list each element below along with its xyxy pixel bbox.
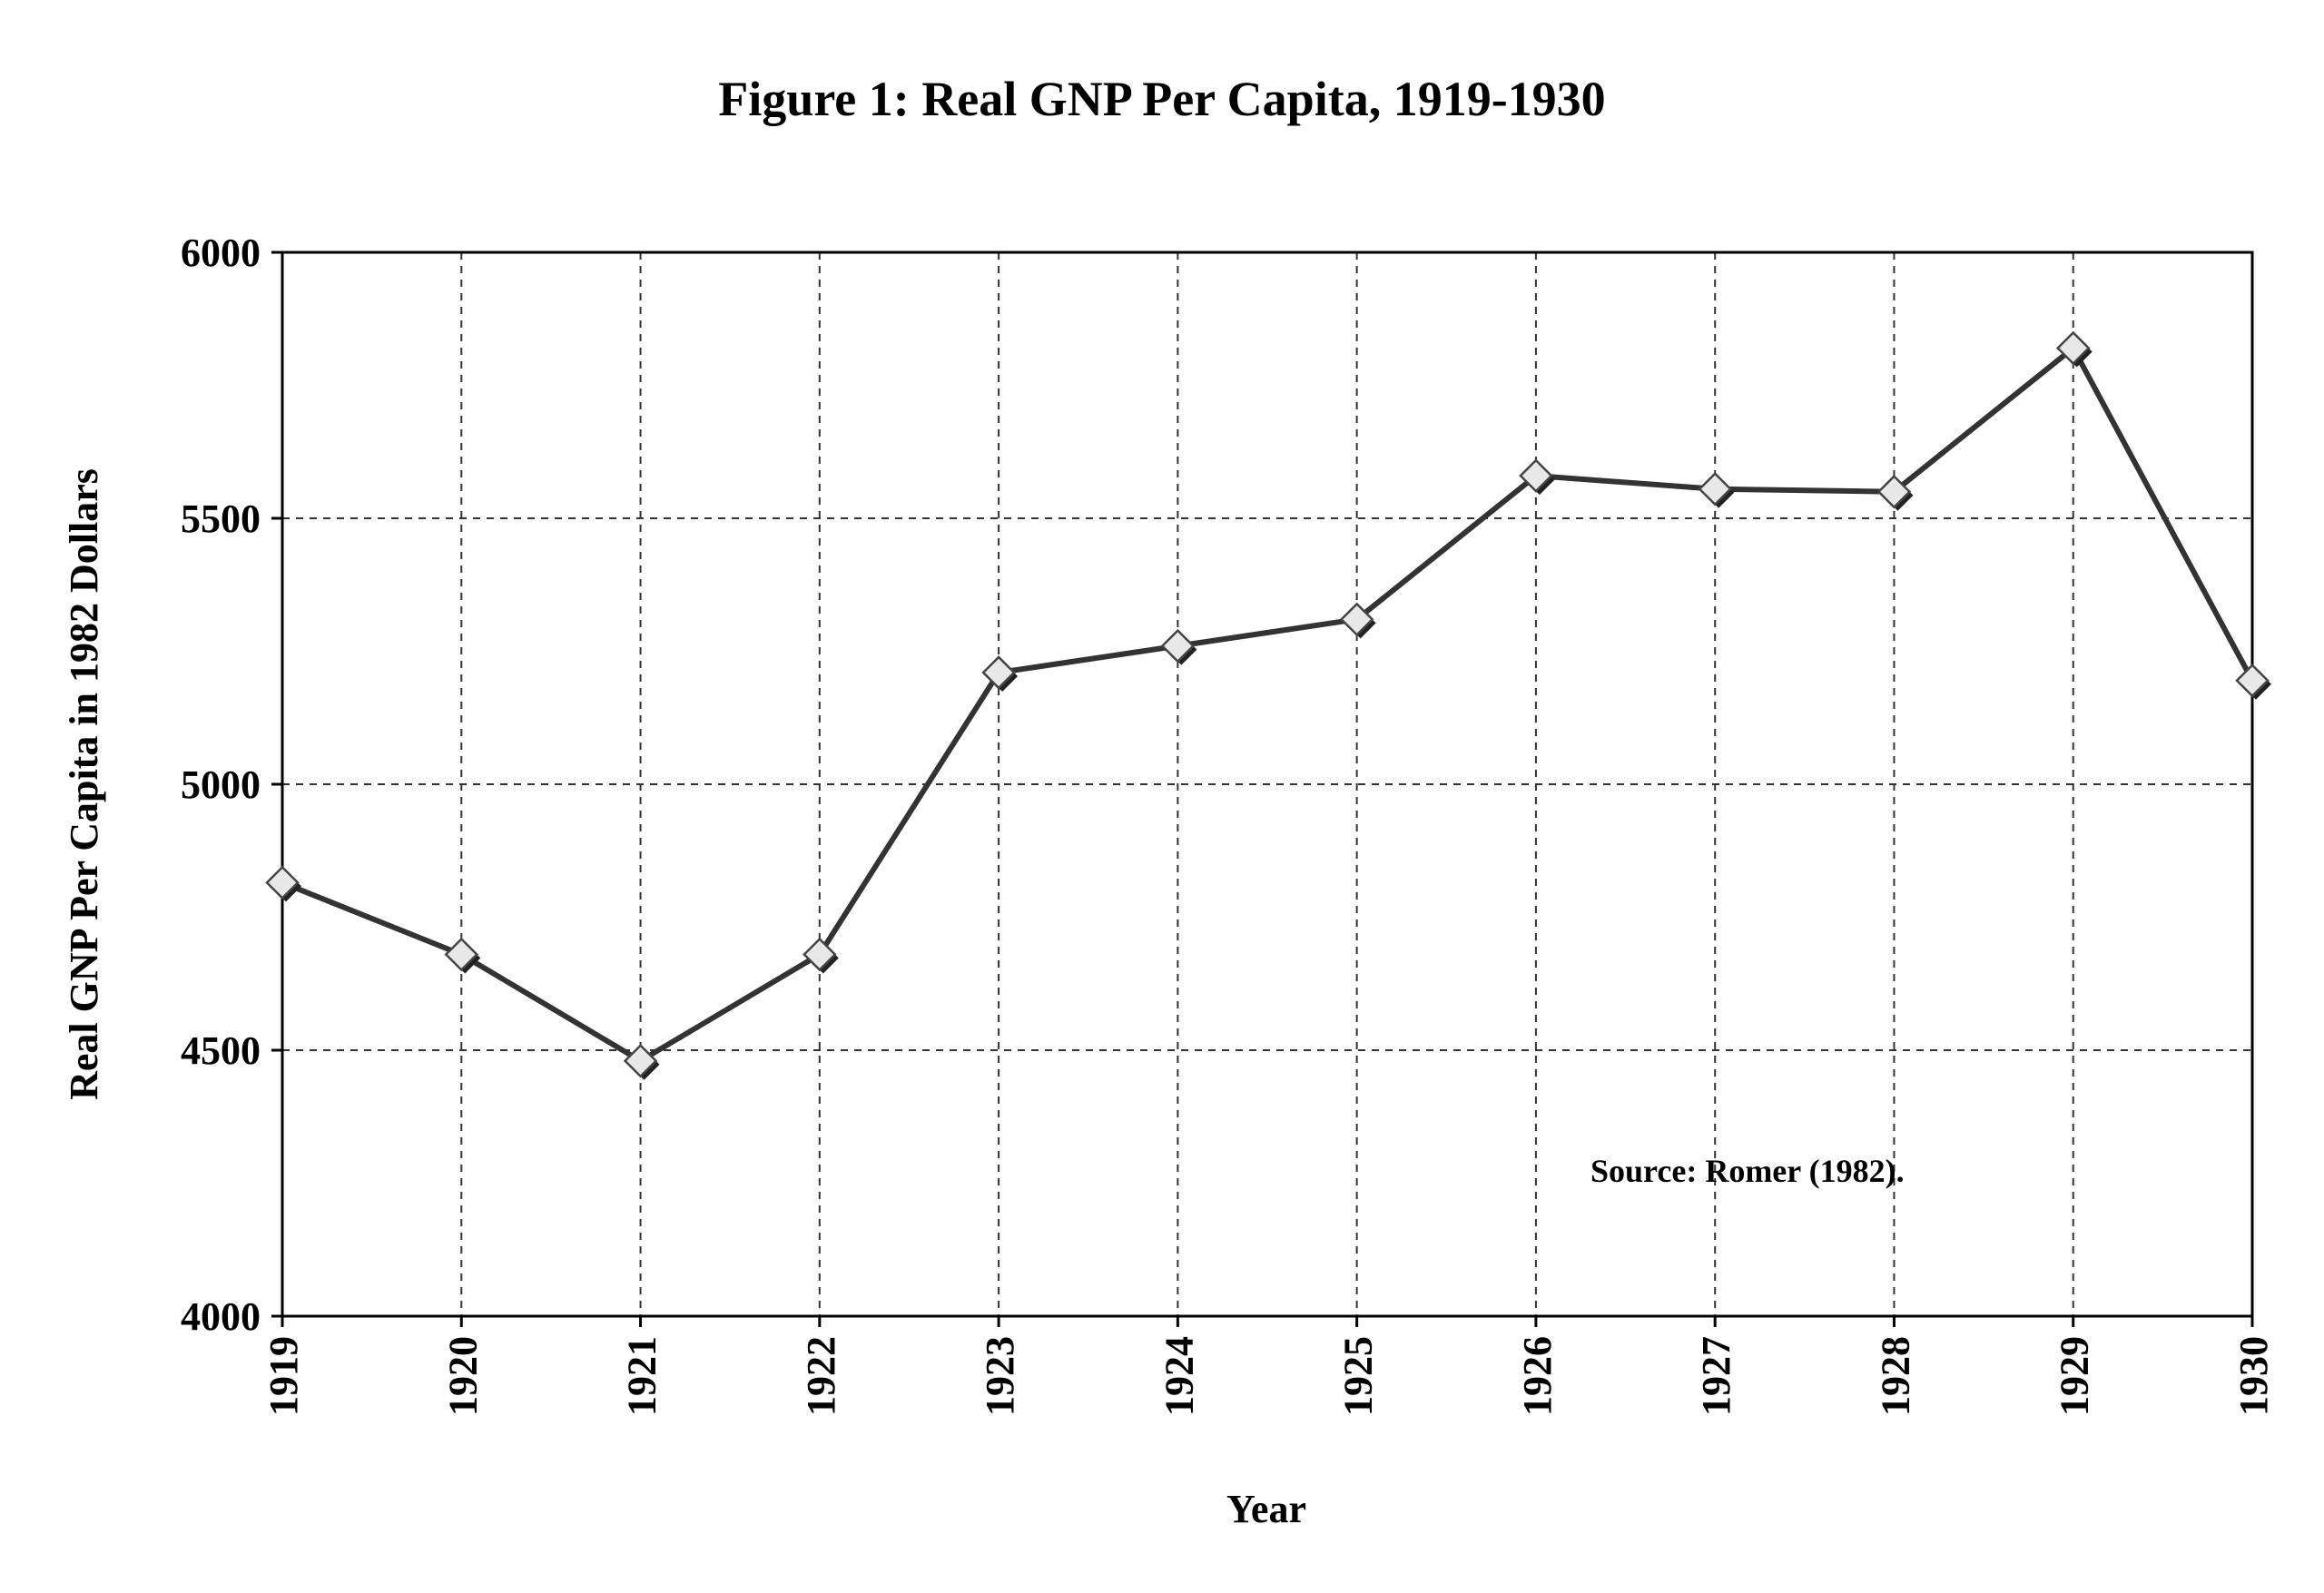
- data-point: [803, 937, 839, 974]
- source-annotation: Source: Romer (1982).: [1590, 1153, 1905, 1189]
- data-point: [1519, 458, 1555, 496]
- x-tick-label: 1926: [1515, 1336, 1560, 1416]
- y-axis-label: Real GNP Per Capita in 1982 Dollars: [62, 468, 106, 1100]
- x-axis-label: Year: [1226, 1487, 1306, 1531]
- data-point: [265, 865, 301, 902]
- x-tick-label: 1929: [2053, 1336, 2097, 1416]
- x-tick-label: 1925: [1336, 1336, 1381, 1416]
- y-tick-label: 5500: [181, 497, 261, 541]
- gridlines: [282, 252, 2252, 1316]
- data-point: [444, 937, 481, 974]
- y-axis: 4000 4500 5000 5500 6000: [181, 231, 282, 1339]
- chart-title: Figure 1: Real GNP Per Capita, 1919-1930: [718, 72, 1605, 126]
- data-point: [1698, 472, 1735, 508]
- y-tick-label: 5000: [181, 762, 261, 807]
- x-tick-label: 1927: [1694, 1336, 1738, 1416]
- y-tick-label: 4500: [181, 1028, 261, 1073]
- series-layer: [265, 330, 2271, 1080]
- x-tick-label: 1930: [2231, 1336, 2276, 1416]
- x-tick-label: 1920: [440, 1336, 485, 1416]
- x-tick-label: 1921: [620, 1336, 665, 1416]
- x-tick-label: 1922: [799, 1336, 843, 1416]
- data-point: [1339, 602, 1376, 639]
- x-tick-label: 1928: [1873, 1336, 1917, 1416]
- data-point: [2055, 330, 2093, 368]
- x-tick-label: 1919: [261, 1336, 306, 1416]
- y-tick-label: 6000: [181, 231, 261, 275]
- y-tick-label: 4000: [181, 1294, 261, 1339]
- data-point: [2235, 663, 2271, 700]
- x-tick-label: 1924: [1157, 1336, 1201, 1416]
- x-axis: 1919 1920 1921 1922 1923 1924 1925 1926 1927 1928…: [261, 1316, 2276, 1416]
- data-point: [981, 655, 1019, 692]
- series-line: [281, 345, 2255, 1064]
- x-tick-label: 1923: [978, 1336, 1022, 1416]
- data-point: [1160, 628, 1197, 665]
- data-point: [1876, 474, 1914, 511]
- data-point: [623, 1043, 660, 1080]
